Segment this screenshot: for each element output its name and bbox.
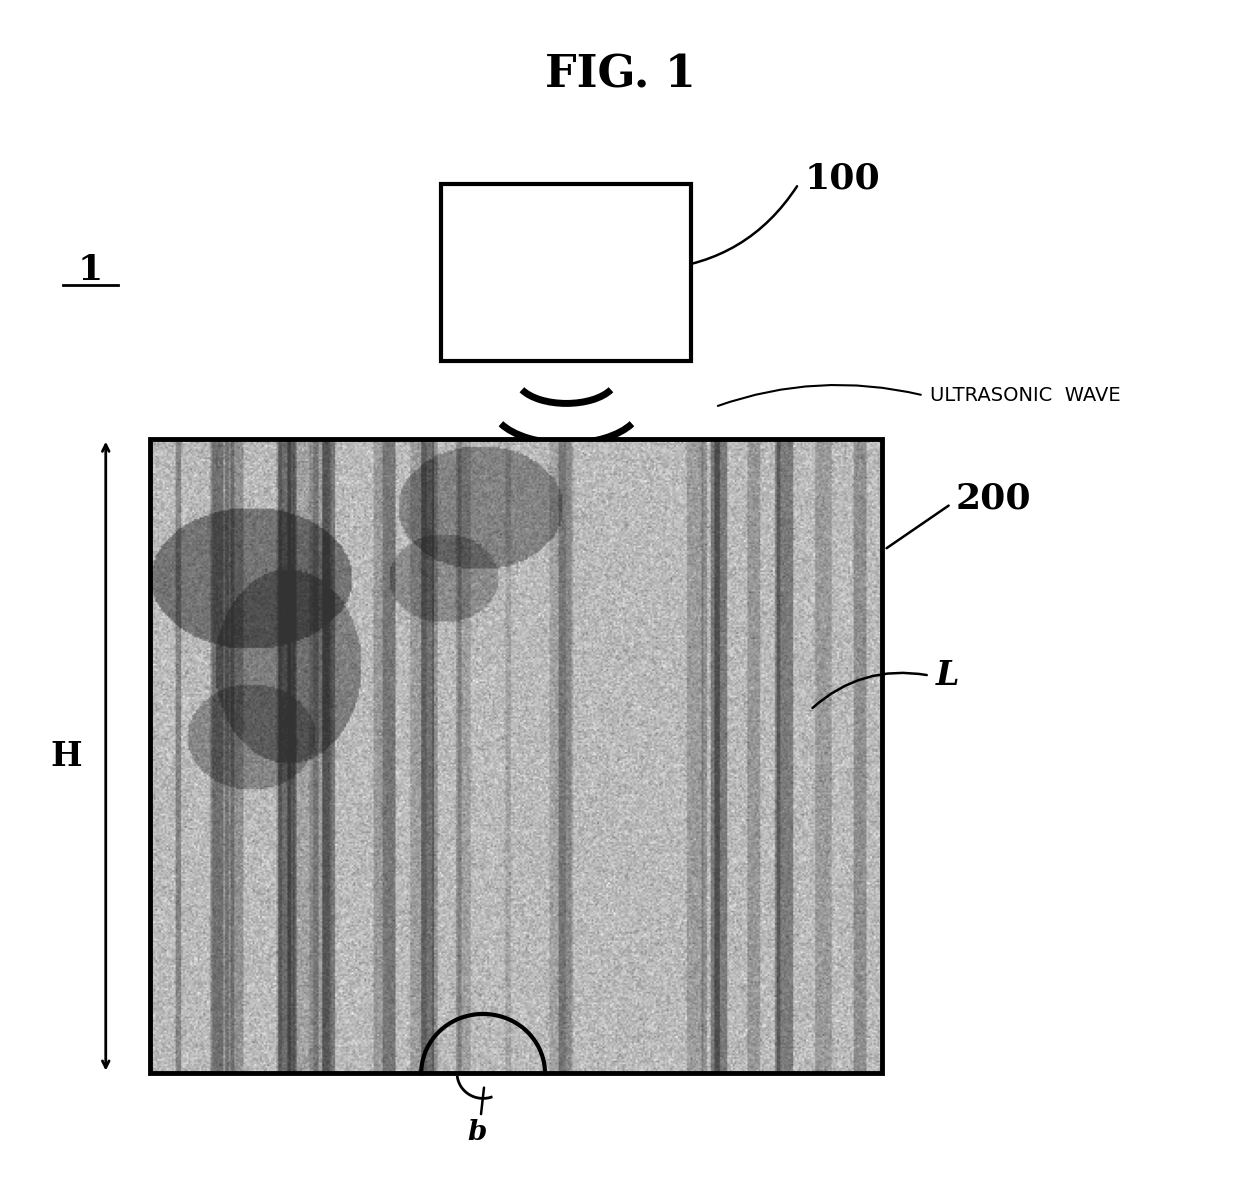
- FancyArrowPatch shape: [658, 186, 797, 269]
- Text: 200: 200: [956, 481, 1032, 516]
- FancyArrowPatch shape: [812, 673, 926, 707]
- FancyArrowPatch shape: [718, 385, 921, 406]
- FancyArrowPatch shape: [481, 1087, 484, 1114]
- Text: ULTRASONIC  WAVE: ULTRASONIC WAVE: [930, 386, 1120, 405]
- Text: b: b: [467, 1120, 487, 1147]
- Bar: [441, 183, 692, 361]
- Text: 100: 100: [805, 161, 880, 195]
- Text: H: H: [51, 740, 82, 773]
- Text: FIG. 1: FIG. 1: [544, 54, 696, 96]
- FancyArrowPatch shape: [887, 506, 949, 548]
- Text: L: L: [935, 659, 959, 692]
- Bar: [150, 438, 882, 1073]
- Text: 1: 1: [78, 252, 103, 287]
